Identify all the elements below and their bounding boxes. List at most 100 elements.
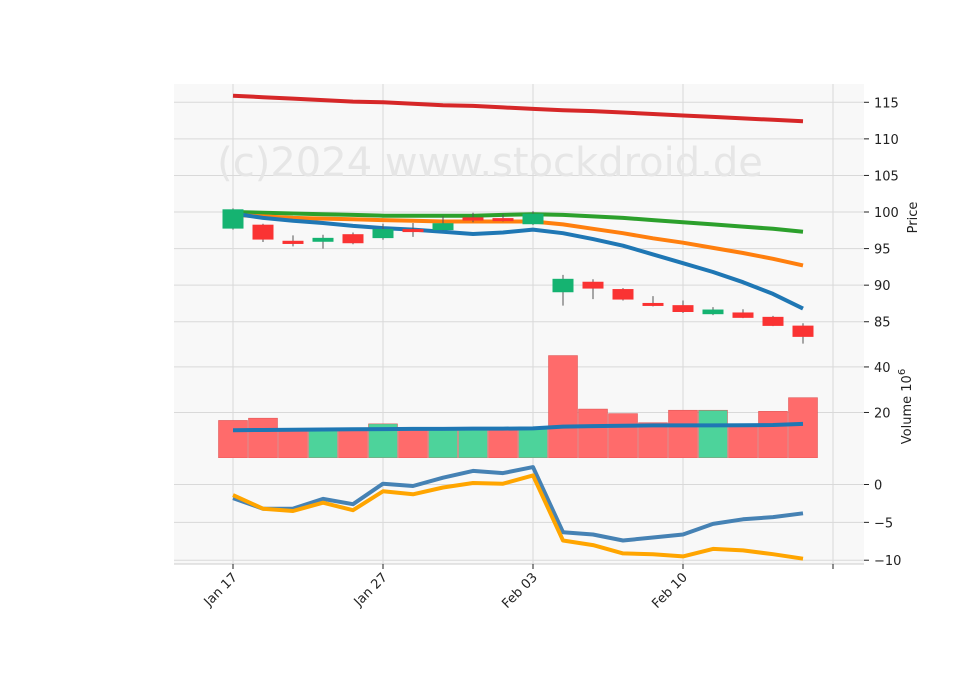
candle-body: [612, 289, 634, 300]
sma_mid-line: [232, 212, 804, 268]
candle: [402, 222, 424, 237]
candle-body: [312, 237, 334, 242]
candle: [522, 211, 544, 226]
oscillator-grid: [174, 458, 864, 564]
y-tick-label: 0: [874, 479, 882, 494]
candle: [582, 279, 604, 300]
volume-bar: [398, 429, 428, 459]
sma_long-line: [232, 210, 804, 234]
volume-bar: [548, 355, 578, 459]
volume-bar: [788, 397, 818, 459]
y-tick-label: 105: [874, 169, 899, 184]
candle: [252, 223, 274, 243]
candle-body: [702, 309, 724, 315]
x-tick-label: Feb 10: [649, 570, 691, 612]
y-tick-label: 95: [874, 243, 891, 258]
candle-body: [492, 218, 514, 222]
y-tick-label: 40: [874, 361, 891, 376]
y-tick-label: 20: [874, 406, 891, 421]
osc_b-line: [232, 473, 804, 561]
sma_short-line: [232, 211, 804, 311]
y-tick-label: 85: [874, 316, 891, 331]
candle-body: [762, 316, 784, 326]
candle-body: [282, 240, 304, 244]
volume-y-axis-label: Volume 106: [897, 369, 915, 444]
candle-body: [462, 217, 484, 221]
candle: [462, 212, 484, 223]
candle-body: [222, 209, 244, 229]
volume-bar: [728, 425, 758, 459]
volume-bar: [458, 429, 488, 459]
volume-bars: [218, 355, 818, 459]
sma_longest-line: [232, 93, 804, 124]
candle: [702, 307, 724, 316]
price-panel: (c)2024 www.stockdroid.de 85 90 95 100 105 11…: [174, 84, 921, 351]
volume-bar: [218, 420, 248, 459]
volume-bar: [698, 409, 728, 459]
price-y-ticks: 85 90 95 100 105 110 115: [864, 96, 899, 331]
candle-body: [402, 229, 424, 233]
volume-bar: [488, 429, 518, 459]
volume-bar: [308, 429, 338, 459]
volume-bar: [278, 430, 308, 459]
candle: [732, 309, 754, 319]
price-y-axis-label: Price: [906, 202, 921, 234]
volume-bar: [428, 428, 458, 459]
candle-body: [552, 278, 574, 293]
y-tick-label: 90: [874, 279, 891, 294]
candle-body: [672, 305, 694, 312]
candle-body: [432, 223, 454, 231]
y-tick-label: 115: [874, 96, 899, 111]
volume-bar: [578, 408, 608, 459]
y-tick-label: 110: [874, 133, 899, 148]
osc_a-line: [232, 465, 804, 543]
candle: [372, 223, 394, 240]
candle: [642, 296, 664, 307]
candle-body: [642, 302, 664, 306]
oscillator-y-ticks: −10 −5 0: [864, 479, 901, 569]
candle: [432, 216, 454, 231]
candle: [312, 234, 334, 249]
candle: [672, 300, 694, 313]
candle: [792, 323, 814, 344]
y-tick-label: −10: [874, 554, 901, 569]
y-tick-label: 100: [874, 206, 899, 221]
candle-body: [522, 213, 544, 225]
moving-averages: [232, 93, 804, 311]
y-tick-label: −5: [874, 516, 893, 531]
candle: [492, 214, 514, 222]
candle-body: [252, 224, 274, 240]
oscillator-panel: −10 −5 0: [174, 458, 901, 569]
x-axis: Jan 17 Jan 27 Feb 03 Feb 10: [174, 563, 864, 612]
volume-bar: [518, 428, 548, 459]
candle: [222, 208, 244, 230]
candle-body: [732, 312, 754, 318]
volume-y-axis-exponent: 6: [897, 369, 908, 375]
watermark: (c)2024 www.stockdroid.de: [217, 140, 763, 186]
candle-body: [792, 325, 814, 337]
volume-bar: [638, 422, 668, 459]
candle-body: [582, 281, 604, 289]
candle: [282, 235, 304, 247]
volume-average-line: [232, 421, 804, 433]
volume-bar: [668, 409, 698, 459]
volume-average: [232, 421, 804, 433]
candle-body: [372, 229, 394, 239]
x-tick-label: Feb 03: [499, 570, 541, 612]
volume-bar: [338, 428, 368, 459]
candle: [612, 288, 634, 301]
candles: [222, 208, 814, 344]
x-tick-label: Jan 17: [201, 570, 241, 610]
candle: [762, 315, 784, 327]
x-tick-label: Jan 27: [351, 570, 391, 610]
candle: [552, 274, 574, 306]
volume-bar: [608, 413, 638, 459]
candle: [342, 232, 364, 245]
candle-body: [342, 234, 364, 244]
volume-bar: [248, 417, 278, 459]
volume-bar: [758, 411, 788, 459]
